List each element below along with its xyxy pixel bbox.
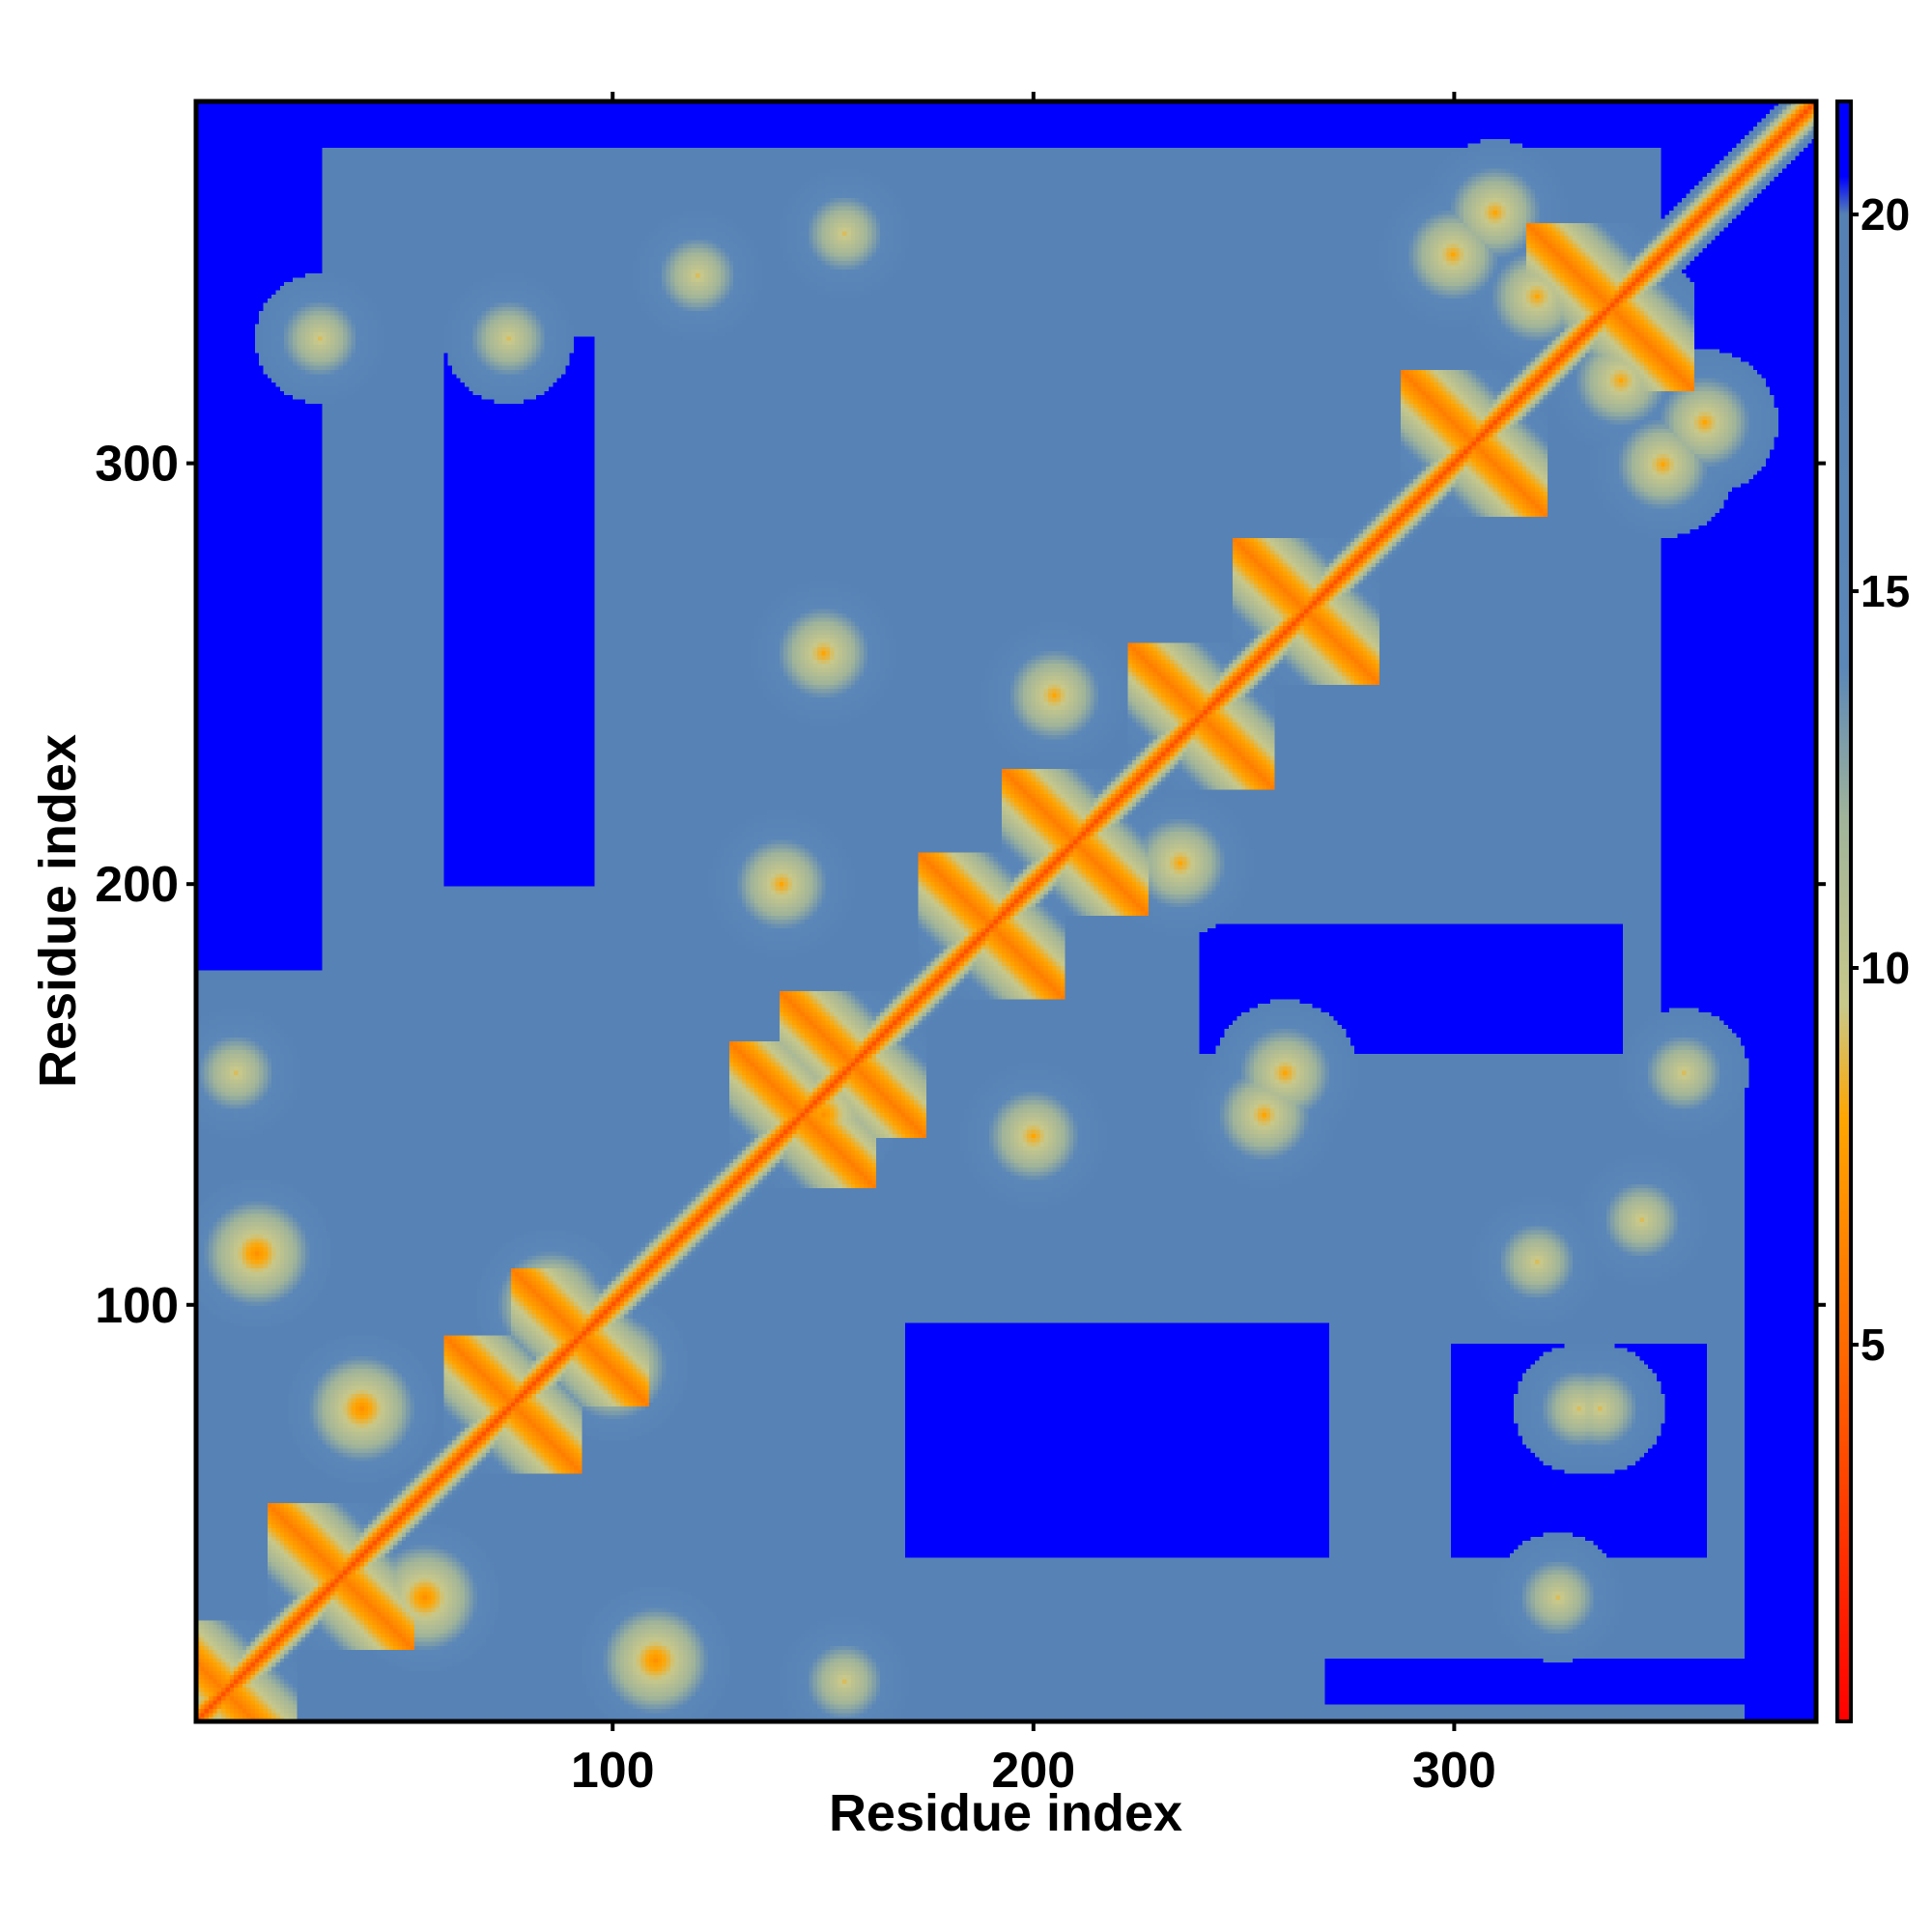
heatmap-cells: [196, 101, 1816, 1721]
colorbar-ticks: 5 10 15 20: [1851, 189, 1910, 1370]
colorbar-gradient: [1835, 99, 1853, 1723]
y-tick-label: 200: [95, 857, 179, 913]
x-axis: 100 200 300: [571, 92, 1496, 1799]
y-tick-label: 300: [95, 437, 179, 493]
colorbar-tick-label: 15: [1861, 566, 1910, 616]
colorbar-tick-label: 5: [1861, 1320, 1886, 1370]
x-tick-label: 200: [991, 1743, 1075, 1799]
colorbar-tick-label: 10: [1861, 943, 1910, 993]
plot-frame: [193, 99, 1819, 1724]
y-axis: 100 200 300: [95, 437, 1826, 1334]
y-tick-label: 100: [95, 1278, 179, 1334]
x-tick-label: 100: [571, 1743, 655, 1799]
x-tick-label: 300: [1412, 1743, 1496, 1799]
y-axis-title: Residue index: [29, 734, 87, 1088]
colorbar-tick-label: 20: [1861, 189, 1910, 240]
colorbar: 5 10 15 20: [1835, 99, 1910, 1723]
x-axis-title: Residue index: [829, 1784, 1182, 1842]
heatmap-area: [196, 101, 1816, 1721]
